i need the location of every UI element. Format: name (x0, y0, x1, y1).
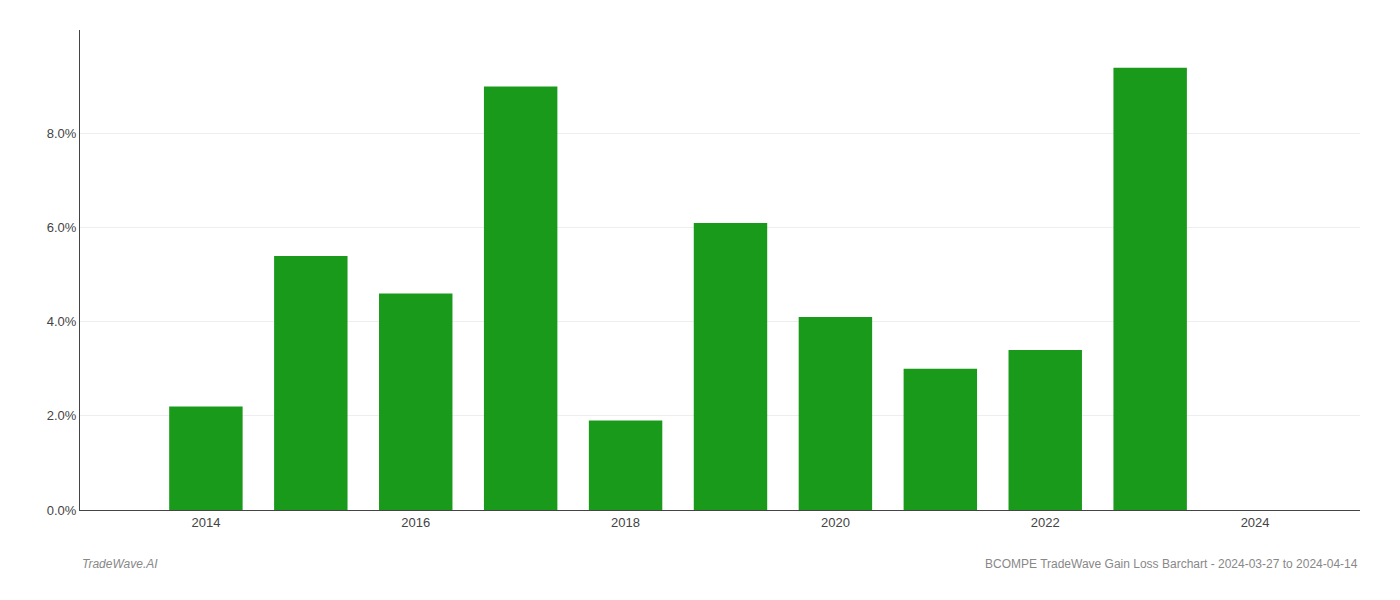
svg-text:BCOMPE TradeWave Gain Loss Bar: BCOMPE TradeWave Gain Loss Barchart - 20… (985, 557, 1358, 571)
svg-text:TradeWave.AI: TradeWave.AI (82, 557, 158, 571)
svg-text:6.0%: 6.0% (47, 220, 77, 235)
svg-text:8.0%: 8.0% (47, 126, 77, 141)
svg-text:4.0%: 4.0% (47, 314, 77, 329)
svg-text:2022: 2022 (1031, 515, 1060, 530)
svg-text:0.0%: 0.0% (47, 503, 77, 518)
svg-text:2016: 2016 (401, 515, 430, 530)
svg-text:2018: 2018 (611, 515, 640, 530)
svg-text:2.0%: 2.0% (47, 408, 77, 423)
svg-text:2024: 2024 (1241, 515, 1270, 530)
svg-text:2014: 2014 (191, 515, 220, 530)
svg-text:2020: 2020 (821, 515, 850, 530)
